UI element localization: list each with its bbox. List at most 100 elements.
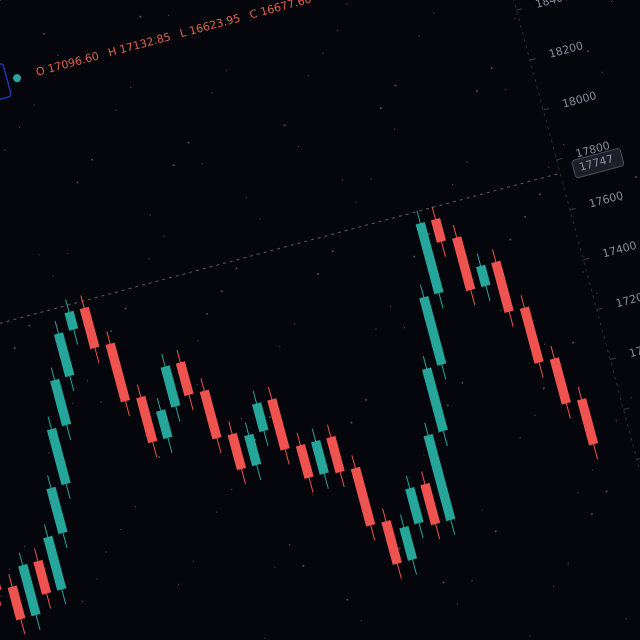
symbol-box[interactable]	[0, 63, 12, 128]
star	[562, 144, 565, 146]
star	[67, 252, 69, 254]
candle-body	[53, 332, 75, 378]
y-tick-label: 18400	[534, 0, 571, 11]
crosshair-line	[0, 172, 561, 379]
star	[43, 32, 46, 35]
star	[398, 547, 401, 550]
star	[504, 88, 507, 91]
star	[365, 398, 368, 401]
candle-body	[33, 559, 52, 595]
candle-body	[350, 466, 376, 527]
star	[596, 292, 598, 294]
star	[124, 307, 127, 310]
star	[231, 488, 233, 490]
candle-body	[160, 365, 181, 408]
star	[249, 20, 251, 22]
star	[423, 454, 425, 456]
candle-body	[79, 306, 100, 350]
candle-body	[46, 486, 68, 535]
star	[19, 126, 21, 128]
star	[96, 578, 98, 580]
star	[592, 469, 594, 471]
star	[0, 0, 1, 1]
star	[509, 238, 512, 241]
star	[350, 421, 353, 424]
star	[148, 258, 150, 260]
star	[408, 477, 410, 479]
star	[48, 452, 50, 454]
candle-body	[295, 444, 314, 479]
star	[360, 620, 362, 622]
status-dot	[13, 74, 22, 83]
candle-body	[46, 427, 71, 486]
star	[23, 545, 26, 548]
star	[529, 635, 531, 637]
candle-body	[199, 389, 222, 440]
candle-body	[64, 310, 79, 331]
candle-body	[50, 378, 72, 427]
star	[331, 250, 334, 253]
star	[345, 2, 348, 5]
candle-body	[18, 563, 41, 617]
candle-body	[156, 409, 173, 440]
star	[312, 494, 314, 496]
star	[586, 50, 589, 53]
star	[322, 52, 324, 54]
star	[615, 420, 618, 422]
star	[446, 404, 449, 407]
candle-body	[476, 264, 491, 288]
star	[630, 397, 632, 399]
star	[139, 15, 142, 18]
tick-mark	[596, 307, 603, 311]
star	[466, 161, 468, 163]
star	[129, 86, 132, 89]
star	[57, 54, 59, 56]
star	[178, 583, 180, 586]
star	[4, 149, 6, 151]
candle-body	[381, 520, 402, 565]
star	[355, 201, 357, 203]
star	[13, 347, 16, 350]
star	[413, 255, 416, 258]
star	[567, 563, 569, 565]
tick-mark	[543, 108, 550, 111]
star	[259, 218, 261, 220]
star	[134, 506, 136, 508]
star	[390, 305, 392, 307]
crosshair-label-box	[571, 148, 625, 179]
star	[307, 75, 309, 77]
candle-body	[326, 435, 345, 474]
candle-body	[420, 482, 441, 526]
star	[197, 340, 199, 342]
star	[548, 166, 550, 168]
candle-body	[227, 432, 247, 471]
star	[245, 197, 247, 199]
star	[370, 178, 372, 180]
candle-body	[252, 402, 269, 433]
star	[394, 128, 396, 130]
star	[605, 490, 608, 493]
star	[52, 275, 54, 277]
tick-mark	[623, 407, 630, 410]
star	[481, 509, 483, 511]
star	[572, 341, 575, 344]
tick-mark	[583, 257, 590, 261]
star	[577, 492, 579, 494]
star	[28, 324, 31, 327]
star	[91, 158, 94, 161]
star	[427, 233, 430, 236]
star	[346, 598, 349, 601]
star	[172, 164, 175, 167]
star	[394, 84, 397, 87]
star	[220, 290, 223, 293]
star	[279, 345, 281, 347]
star	[494, 530, 497, 533]
star	[456, 603, 458, 605]
candle-body	[491, 260, 514, 313]
star	[109, 330, 112, 333]
star	[451, 183, 454, 186]
star	[375, 328, 377, 330]
star	[524, 215, 527, 218]
candle-body	[577, 398, 599, 446]
